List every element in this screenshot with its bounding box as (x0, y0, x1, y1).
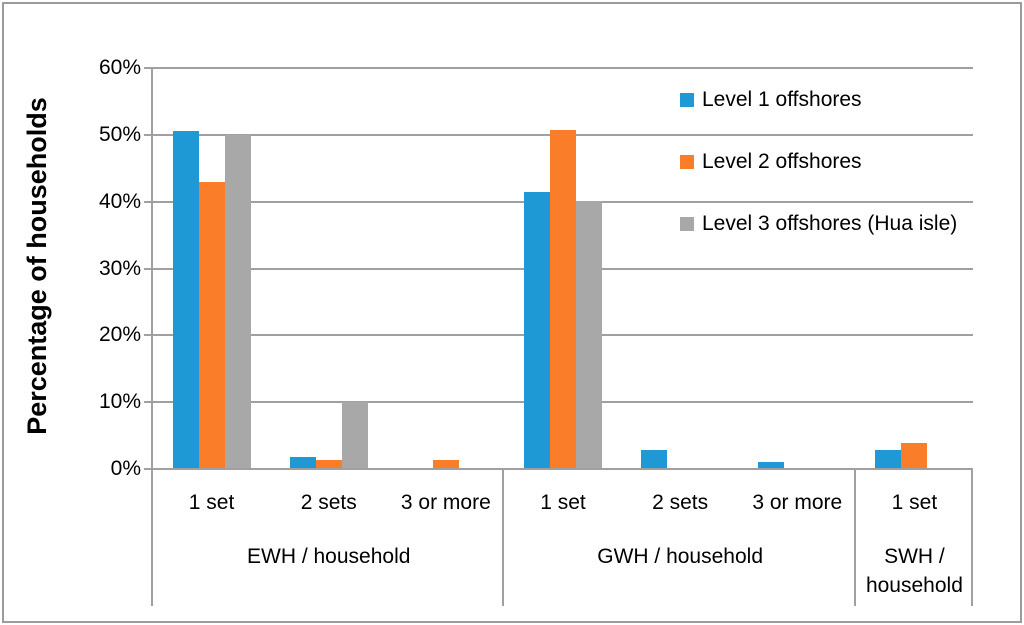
y-tick-60% (144, 67, 153, 69)
y-tick-10% (144, 401, 153, 404)
x-category-label: 1 set (188, 491, 235, 514)
legend-swatch-icon (680, 217, 694, 231)
x-category-label: 2 sets (300, 491, 357, 514)
bar-series2-slot2 (315, 459, 342, 469)
legend-swatch-icon (680, 93, 694, 107)
y-axis-title: Percentage of households (22, 97, 52, 435)
bar-series3-slot2 (341, 402, 368, 469)
group-divider-2 (853, 469, 856, 606)
y-tick-20% (144, 334, 153, 337)
legend-item-series2: Level 2 offshores (680, 150, 862, 174)
bar-series1-slot1 (172, 131, 199, 469)
y-tick-label-60%: 60% (98, 56, 141, 79)
x-group-label-1: EWH / household (247, 545, 411, 568)
x-category-label: 3 or more (400, 491, 491, 514)
bar-series1-slot5 (641, 450, 668, 469)
y-tick-label-0%: 0% (110, 457, 141, 480)
bar-series2-slot4 (550, 130, 576, 469)
bar-series3-slot1 (224, 134, 251, 469)
bar-series1-slot2 (289, 456, 316, 469)
x-axis-line (153, 468, 973, 470)
x-category-label: 1 set (891, 491, 938, 514)
bar-series1-slot7 (875, 450, 902, 469)
gridline-60% (153, 67, 973, 69)
x-category-label: 3 or more (752, 491, 843, 514)
legend-label: Level 2 offshores (702, 150, 862, 173)
y-tick-50% (144, 133, 153, 136)
legend-label: Level 1 offshores (702, 88, 862, 111)
bar-series2-slot7 (901, 442, 928, 469)
bar-series1-slot6 (758, 462, 785, 469)
x-category-label: 2 sets (652, 491, 709, 514)
y-tick-label-50%: 50% (98, 122, 141, 146)
y-tick-30% (144, 267, 153, 270)
group-divider-3 (971, 469, 973, 606)
y-tick-label-20%: 20% (98, 323, 141, 347)
y-tick-label-40%: 40% (98, 189, 141, 213)
y-axis-line (151, 68, 153, 606)
bar-series2-slot3 (432, 459, 459, 469)
x-group-label-2: GWH / household (597, 545, 763, 568)
bar-series3-slot4 (576, 200, 602, 469)
legend-item-series3: Level 3 offshores (Hua isle) (680, 212, 957, 236)
y-tick-label-30%: 30% (98, 256, 141, 280)
legend-label: Level 3 offshores (Hua isle) (702, 212, 958, 235)
bar-series1-slot4 (524, 192, 550, 469)
x-group-label-3: SWH / household (865, 545, 963, 597)
legend-swatch-icon (680, 155, 694, 169)
y-tick-40% (144, 200, 153, 203)
bar-series2-slot1 (198, 181, 225, 469)
x-category-label: 1 set (540, 491, 586, 514)
group-divider-1 (502, 469, 505, 606)
y-tick-0% (144, 468, 153, 470)
legend-item-series1: Level 1 offshores (680, 88, 862, 112)
y-tick-label-10%: 10% (98, 390, 141, 414)
